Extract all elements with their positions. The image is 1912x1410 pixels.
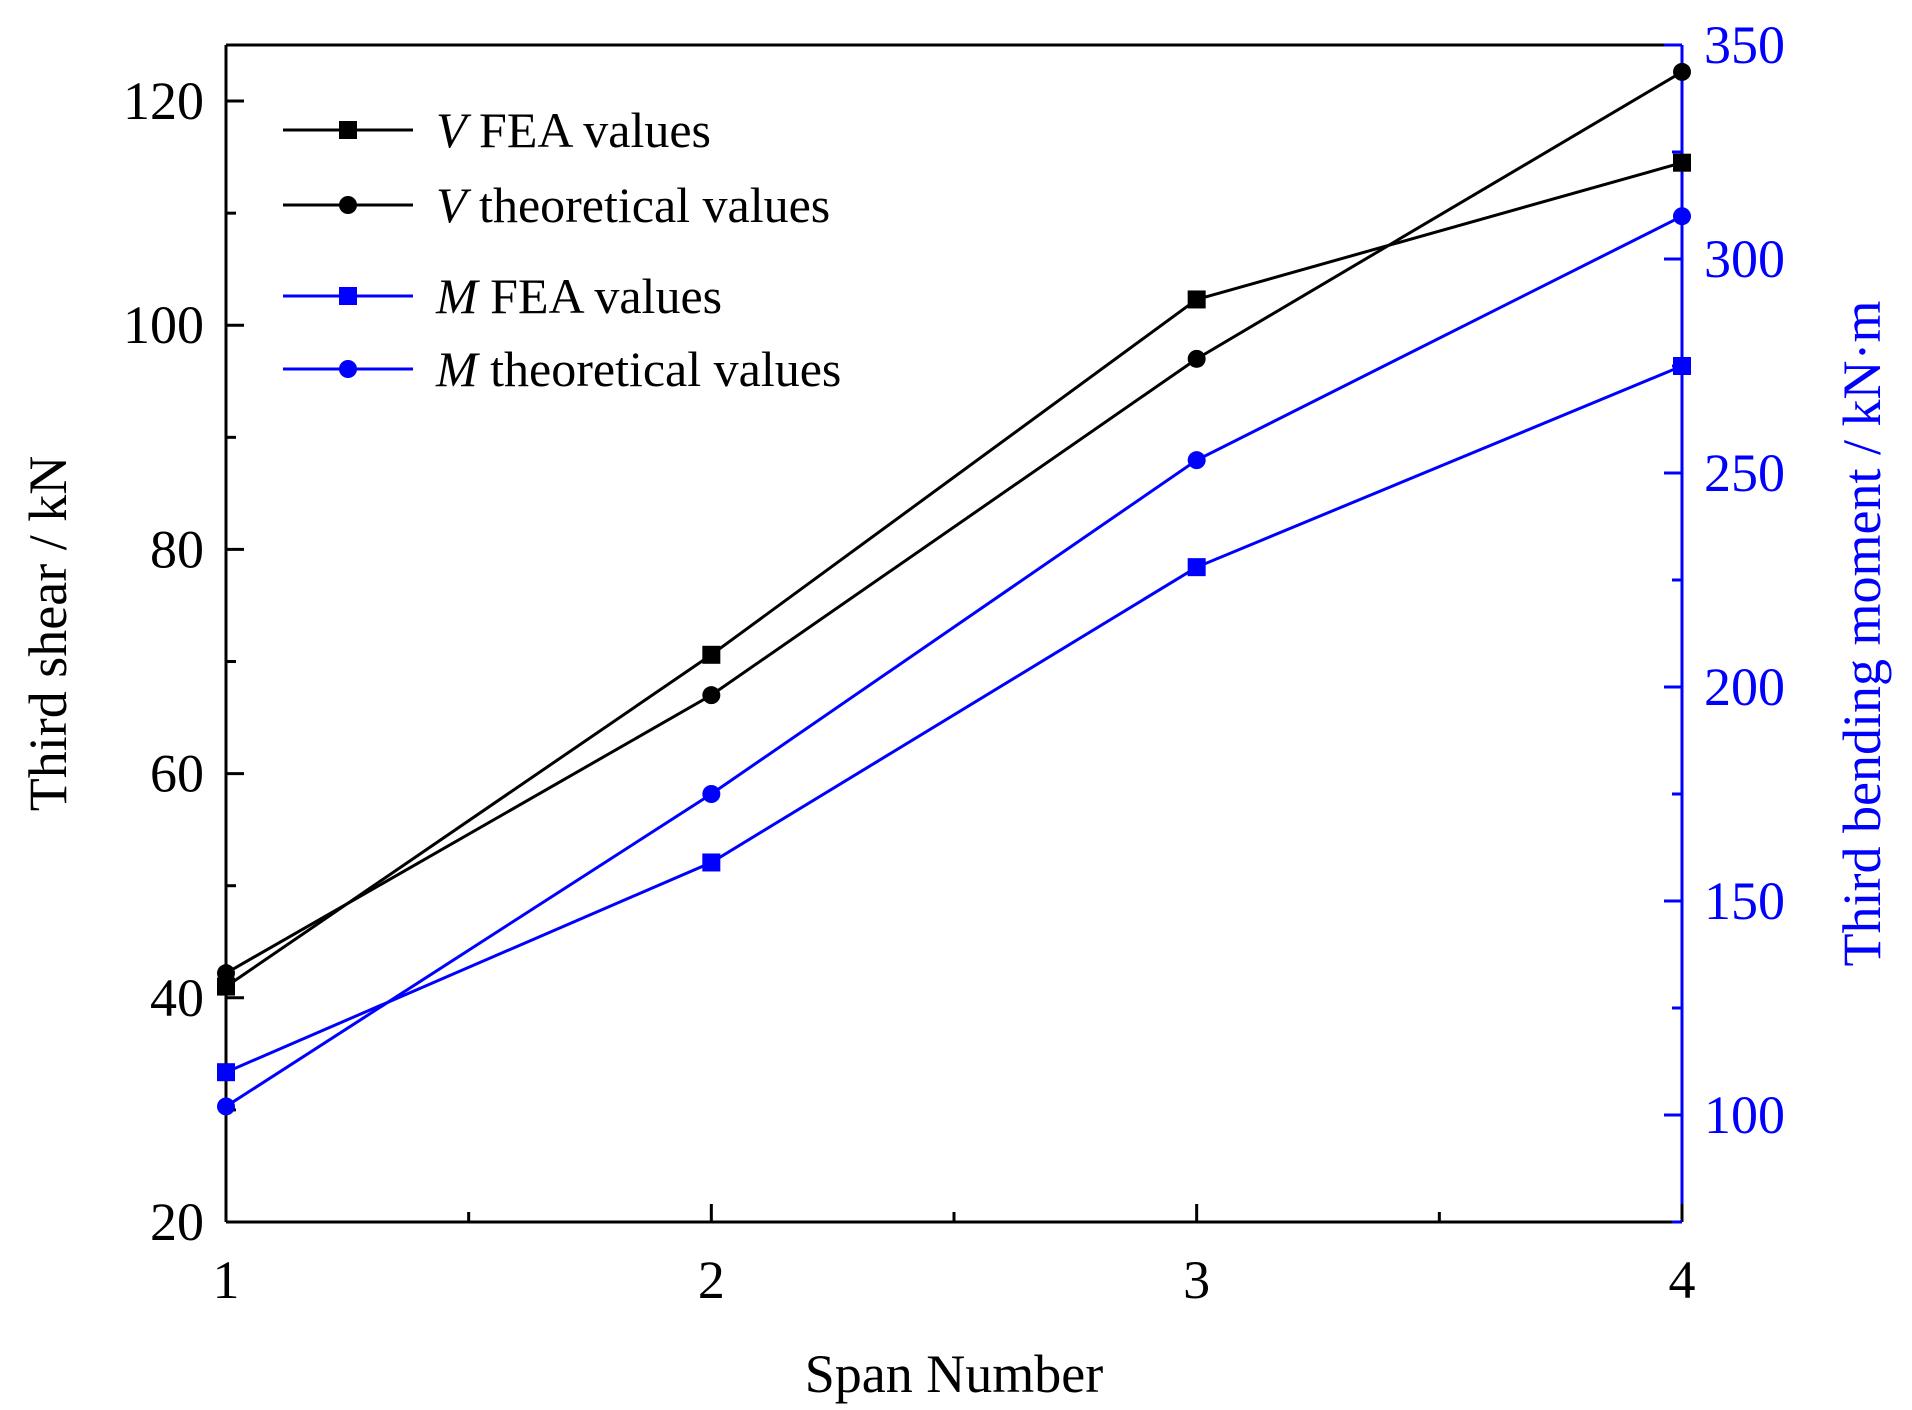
x-tick-label: 2 [698,1250,725,1310]
data-point-marker [217,1097,235,1116]
legend-description: FEA values [467,102,711,158]
data-point-marker [1673,62,1691,81]
series-V-square [217,153,1691,996]
y-axis-right-title: Third bending moment / kN·m [1832,301,1892,967]
y-left-tick-label: 60 [150,744,204,804]
legend-label: M theoretical values [435,341,841,397]
series-line [225,70,1683,975]
data-point-marker [1187,349,1206,368]
y-right-tick-label: 150 [1704,871,1785,931]
data-point-marker [217,964,235,983]
y-right-tick-label: 200 [1704,657,1785,717]
legend-description: theoretical values [467,177,831,233]
legend-description: FEA values [478,268,722,324]
data-point-marker [702,853,721,872]
data-point-marker [1673,207,1691,226]
legend-label: V FEA values [436,102,711,158]
y-right-tick-label: 350 [1704,15,1785,75]
legend-variable: M [435,341,480,397]
legend-item: M theoretical values [283,341,841,397]
legend-variable: V [436,102,472,158]
legend-marker [339,360,357,378]
data-point-marker [702,785,721,803]
legend-marker [339,287,357,305]
legend-item: V FEA values [283,102,711,158]
data-point-marker [702,686,721,705]
y-right-tick-label: 300 [1704,229,1785,289]
y-left-tick-label: 80 [150,519,204,579]
series-M-square [217,357,1691,1082]
x-tick-label: 1 [213,1250,240,1310]
legend-label: M FEA values [435,268,722,324]
series-line [225,214,1683,1108]
y-left-tick-label: 120 [123,71,204,131]
legend-marker [339,196,357,214]
y-left-tick-label: 20 [150,1192,204,1252]
axes: 1 2 3 4 20 40 60 80 100 120 100 150 200 250 300 350 [123,15,1785,1310]
data-point-marker [1673,357,1691,375]
y-left-tick-label: 100 [123,295,204,355]
x-axis-title: Span Number [805,1344,1103,1404]
series-M-circle [217,207,1691,1116]
series-layer [217,62,1691,1116]
y-axis-left-title: Third shear / kN [18,456,78,811]
legend-item: M FEA values [283,268,722,324]
y-right-tick-label: 250 [1704,443,1785,503]
legend-description: theoretical values [478,341,842,397]
legend-item: V theoretical values [283,177,830,233]
series-V-circle [217,62,1691,983]
data-point-marker [1187,290,1206,309]
data-point-marker [217,977,235,996]
legend-marker [339,121,357,139]
data-point-marker [1187,451,1206,470]
series-line [225,161,1683,988]
legend-label: V theoretical values [436,177,830,233]
legend-variable: V [436,177,472,233]
data-point-marker [702,645,721,664]
legend-variable: M [435,268,480,324]
x-tick-label: 3 [1183,1250,1210,1310]
series-line [225,364,1683,1074]
data-point-marker [1673,153,1691,172]
data-point-marker [1187,558,1206,577]
x-tick-label: 4 [1669,1250,1696,1310]
y-right-tick-label: 100 [1704,1085,1785,1145]
data-point-marker [217,1063,235,1082]
y-left-tick-label: 40 [150,968,204,1028]
